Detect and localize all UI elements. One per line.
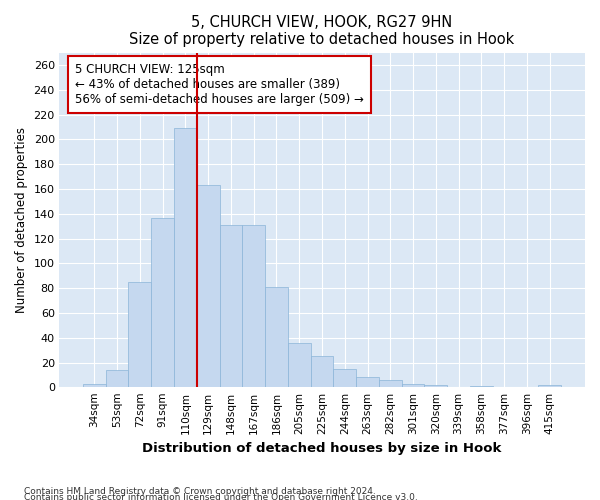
Bar	[174, 128, 197, 388]
Bar	[401, 384, 424, 388]
Title: 5, CHURCH VIEW, HOOK, RG27 9HN
Size of property relative to detached houses in H: 5, CHURCH VIEW, HOOK, RG27 9HN Size of p…	[130, 15, 515, 48]
Bar	[106, 370, 128, 388]
Bar	[197, 186, 220, 388]
Bar	[356, 378, 379, 388]
Bar	[288, 343, 311, 388]
Bar	[242, 225, 265, 388]
Bar	[128, 282, 151, 388]
Text: Contains HM Land Registry data © Crown copyright and database right 2024.: Contains HM Land Registry data © Crown c…	[24, 487, 376, 496]
X-axis label: Distribution of detached houses by size in Hook: Distribution of detached houses by size …	[142, 442, 502, 455]
Bar	[220, 225, 242, 388]
Bar	[538, 385, 561, 388]
Bar	[470, 386, 493, 388]
Bar	[311, 356, 334, 388]
Bar	[334, 369, 356, 388]
Bar	[83, 384, 106, 388]
Bar	[265, 287, 288, 388]
Text: Contains public sector information licensed under the Open Government Licence v3: Contains public sector information licen…	[24, 493, 418, 500]
Bar	[424, 385, 447, 388]
Y-axis label: Number of detached properties: Number of detached properties	[15, 127, 28, 313]
Text: 5 CHURCH VIEW: 125sqm
← 43% of detached houses are smaller (389)
56% of semi-det: 5 CHURCH VIEW: 125sqm ← 43% of detached …	[75, 63, 364, 106]
Bar	[151, 218, 174, 388]
Bar	[379, 380, 401, 388]
